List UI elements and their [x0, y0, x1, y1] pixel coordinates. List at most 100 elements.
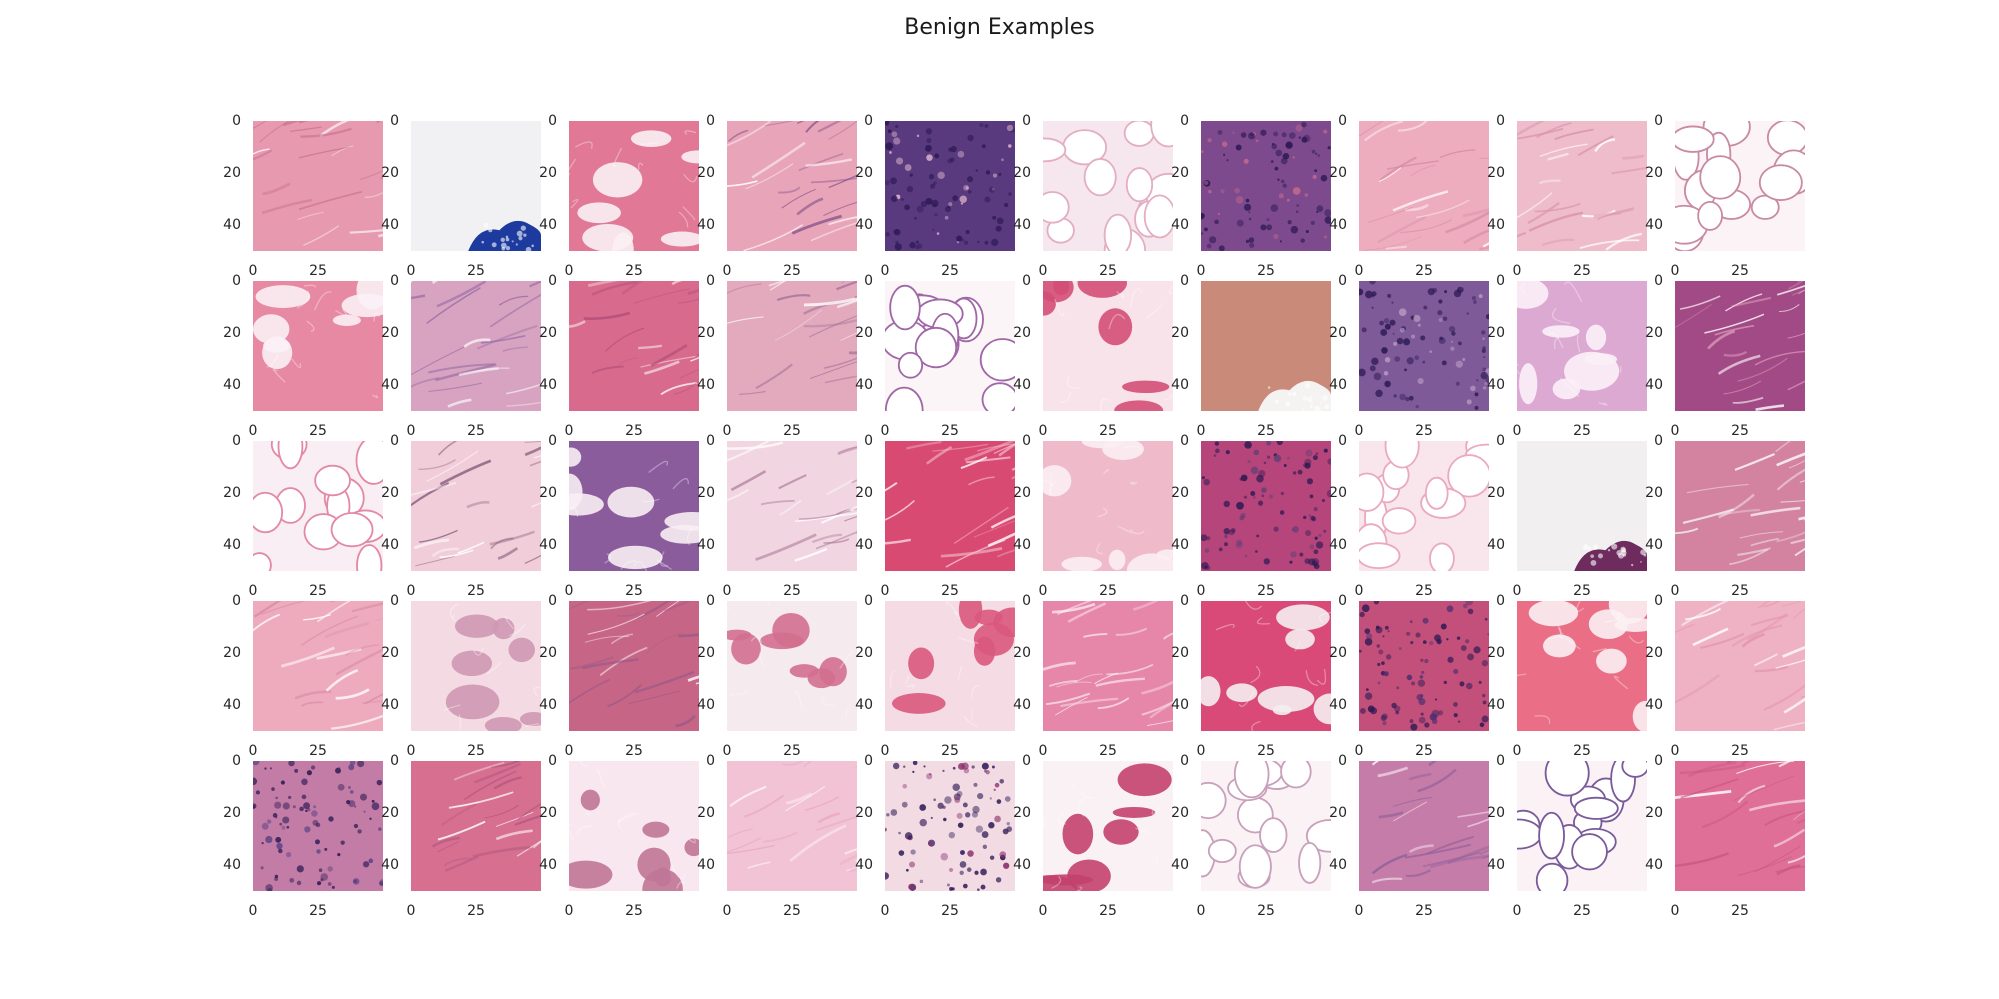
x-tick-label: 25 — [467, 743, 485, 759]
y-tick-label: 40 — [1329, 857, 1347, 873]
x-tick-label: 0 — [406, 263, 416, 279]
x-tick-label: 25 — [1573, 583, 1591, 599]
tissue-image — [1359, 601, 1489, 731]
y-tick-label: 0 — [864, 273, 873, 289]
tissue-image — [1675, 761, 1805, 891]
subplot: 0 20 40 0 25 — [1013, 593, 1173, 759]
subplot: 0 20 40 0 25 — [223, 113, 383, 279]
subplot: 0 20 40 0 25 — [381, 273, 541, 439]
y-tick-label: 40 — [1329, 377, 1347, 393]
y-tick-label: 0 — [390, 273, 399, 289]
x-tick-label: 25 — [1731, 903, 1749, 919]
y-tick-label: 40 — [1171, 217, 1189, 233]
y-tick-label: 40 — [1487, 857, 1505, 873]
y-tick-label: 0 — [706, 593, 715, 609]
tissue-image — [1675, 441, 1805, 571]
y-tick-label: 0 — [1022, 273, 1031, 289]
x-tick-label: 0 — [1670, 583, 1680, 599]
tissue-image — [1043, 281, 1173, 411]
subplot: 0 20 40 0 25 — [855, 753, 1015, 919]
tissue-image — [1043, 601, 1173, 731]
y-tick-label: 40 — [381, 697, 399, 713]
y-tick-label: 0 — [706, 113, 715, 129]
subplot: 0 20 40 0 25 — [1645, 593, 1805, 759]
x-tick-label: 25 — [309, 583, 327, 599]
x-tick-label: 0 — [1354, 423, 1364, 439]
subplot: 0 20 40 0 25 — [697, 433, 857, 599]
y-tick-label: 0 — [1022, 433, 1031, 449]
y-tick-label: 20 — [223, 485, 241, 501]
y-tick-label: 40 — [1487, 377, 1505, 393]
y-tick-label: 20 — [223, 805, 241, 821]
figure-title: Benign Examples — [904, 15, 1095, 40]
y-tick-label: 40 — [855, 697, 873, 713]
y-tick-label: 0 — [1496, 433, 1505, 449]
y-tick-label: 20 — [381, 645, 399, 661]
subplot: 0 20 40 0 25 — [1645, 753, 1805, 919]
tissue-image — [411, 601, 541, 731]
subplot: 0 20 40 0 25 — [1013, 753, 1173, 919]
tissue-image — [1201, 441, 1331, 571]
x-tick-label: 0 — [1512, 743, 1522, 759]
tissue-image — [1675, 281, 1805, 411]
x-tick-label: 0 — [248, 263, 258, 279]
x-tick-label: 25 — [783, 743, 801, 759]
y-tick-label: 0 — [1654, 433, 1663, 449]
x-tick-label: 0 — [1670, 423, 1680, 439]
y-tick-label: 0 — [1180, 593, 1189, 609]
x-tick-label: 0 — [1512, 263, 1522, 279]
tissue-image — [727, 121, 857, 251]
tissue-image — [569, 281, 699, 411]
x-tick-label: 0 — [722, 423, 732, 439]
x-tick-label: 0 — [1038, 423, 1048, 439]
x-tick-label: 25 — [783, 263, 801, 279]
x-tick-label: 25 — [467, 903, 485, 919]
x-tick-label: 0 — [248, 423, 258, 439]
y-tick-label: 20 — [539, 805, 557, 821]
y-tick-label: 20 — [381, 485, 399, 501]
subplot: 0 20 40 0 25 — [1329, 113, 1489, 279]
y-tick-label: 0 — [548, 753, 557, 769]
tissue-image — [1043, 441, 1173, 571]
y-tick-label: 0 — [232, 433, 241, 449]
y-tick-label: 20 — [855, 325, 873, 341]
tissue-image — [1201, 761, 1331, 891]
subplot: 0 20 40 0 25 — [381, 593, 541, 759]
tissue-image — [253, 281, 383, 411]
y-tick-label: 20 — [539, 645, 557, 661]
y-tick-label: 20 — [1329, 485, 1347, 501]
y-tick-label: 20 — [855, 485, 873, 501]
y-tick-label: 40 — [1329, 697, 1347, 713]
y-tick-label: 40 — [539, 537, 557, 553]
x-tick-label: 0 — [722, 743, 732, 759]
tissue-image — [1517, 441, 1647, 571]
y-tick-label: 40 — [223, 697, 241, 713]
y-tick-label: 40 — [223, 857, 241, 873]
y-tick-label: 40 — [1171, 697, 1189, 713]
y-tick-label: 40 — [223, 217, 241, 233]
y-tick-label: 0 — [864, 433, 873, 449]
subplot: 0 20 40 0 25 — [1487, 753, 1647, 919]
y-tick-label: 40 — [1171, 537, 1189, 553]
x-tick-label: 25 — [1731, 583, 1749, 599]
tissue-image — [1359, 761, 1489, 891]
x-tick-label: 25 — [1573, 903, 1591, 919]
x-tick-label: 0 — [1038, 743, 1048, 759]
subplot: 0 20 40 0 25 — [539, 113, 699, 279]
x-tick-label: 0 — [248, 743, 258, 759]
subplot: 0 20 40 0 25 — [381, 433, 541, 599]
subplot: 0 20 40 0 25 — [1329, 753, 1489, 919]
x-tick-label: 0 — [1354, 263, 1364, 279]
x-tick-label: 0 — [1196, 583, 1206, 599]
y-tick-label: 40 — [539, 857, 557, 873]
y-tick-label: 40 — [1329, 537, 1347, 553]
y-tick-label: 0 — [548, 113, 557, 129]
x-tick-label: 0 — [406, 743, 416, 759]
y-tick-label: 0 — [1654, 753, 1663, 769]
x-tick-label: 0 — [406, 583, 416, 599]
x-tick-label: 25 — [309, 903, 327, 919]
tissue-image — [253, 601, 383, 731]
x-tick-label: 0 — [1038, 583, 1048, 599]
y-tick-label: 20 — [1171, 645, 1189, 661]
x-tick-label: 0 — [1196, 903, 1206, 919]
